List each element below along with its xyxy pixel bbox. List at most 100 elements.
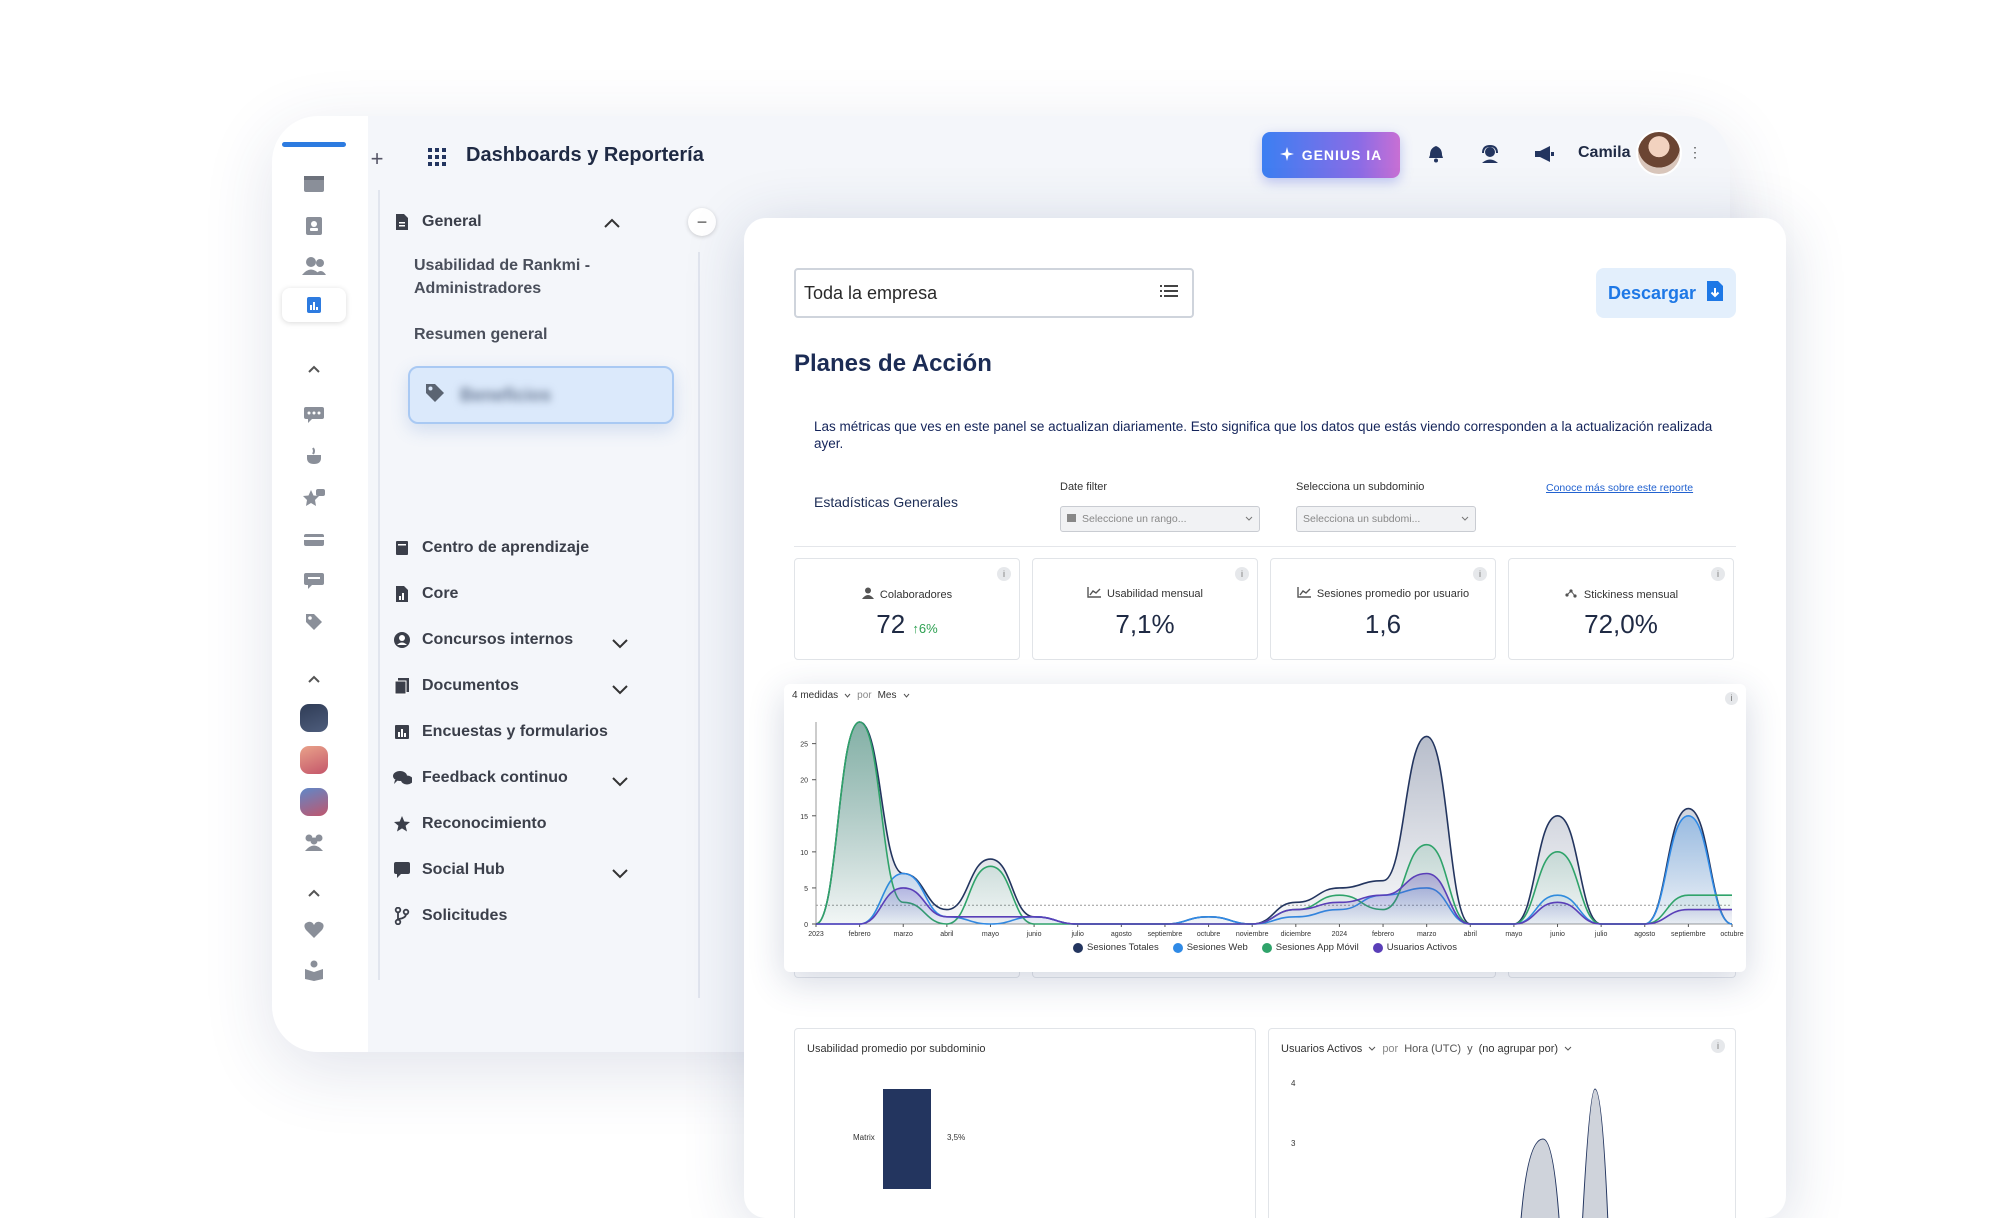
measures-dropdown[interactable]: 4 medidas (792, 690, 839, 701)
kpi-card: i Colaboradores 72 ↑6% (794, 558, 1020, 660)
period-dropdown[interactable]: Mes (877, 690, 897, 701)
heart-icon[interactable] (300, 916, 328, 944)
y-tick-label: 20 (800, 778, 808, 785)
kpi-value: 72 (876, 609, 906, 639)
legend-label: Sesiones App Móvil (1275, 942, 1359, 953)
nav-item-label: Documentos (422, 677, 519, 694)
chevron-up-icon[interactable] (304, 672, 324, 686)
nav-item-label: Concursos internos (422, 631, 574, 648)
avatar[interactable] (1636, 130, 1682, 176)
reader-icon[interactable] (300, 956, 328, 984)
user-name[interactable]: Camila (1578, 144, 1631, 161)
message-icon[interactable] (300, 566, 328, 594)
nav-item-label: Encuestas y formularios (422, 723, 608, 740)
area-mark (1582, 1088, 1609, 1218)
nav-item-label: Feedback continuo (422, 769, 568, 786)
contact-card-icon[interactable] (300, 212, 328, 240)
chevron-down-icon[interactable] (610, 866, 630, 880)
download-button[interactable]: Descargar (1596, 268, 1736, 318)
card-icon[interactable] (300, 526, 328, 554)
cup-icon[interactable] (300, 442, 328, 470)
bell-icon[interactable] (1422, 140, 1450, 168)
x-tick-label: marzo (894, 931, 914, 938)
trend-icon (1297, 587, 1311, 601)
nav-item-beneficios[interactable]: Beneficios (408, 366, 674, 424)
users-icon[interactable] (300, 252, 328, 280)
legend-item[interactable]: Sesiones App Móvil (1261, 942, 1359, 953)
x-tick-label: marzo (1417, 931, 1437, 938)
y-tick-label: 10 (800, 850, 808, 857)
legend-item[interactable]: Sesiones Web (1172, 942, 1248, 953)
nav-item-solicitudes[interactable]: Solicitudes (392, 906, 507, 926)
add-button[interactable]: + (370, 146, 384, 171)
star-chat-icon[interactable] (300, 484, 328, 512)
nav-item-core[interactable]: Core (392, 584, 458, 604)
workspace-avatar[interactable] (300, 704, 328, 732)
nav-item-concursos[interactable]: Concursos internos (392, 630, 573, 650)
person-icon (861, 587, 874, 602)
legend-swatch (1261, 942, 1272, 953)
company-select[interactable]: Toda la empresa (794, 268, 1194, 318)
support-agent-icon[interactable] (1476, 140, 1504, 168)
x-tick-label: septiembre (1148, 931, 1183, 938)
card-edge (794, 968, 1020, 978)
apps-grid-icon[interactable] (428, 148, 446, 171)
x-tick-label: octubre (1197, 931, 1220, 938)
genius-ia-button[interactable]: GENIUS IA (1262, 132, 1400, 178)
info-icon[interactable]: i (997, 567, 1011, 581)
chevron-down-icon[interactable] (610, 774, 630, 788)
nav-item-reconocimiento[interactable]: Reconocimiento (392, 814, 546, 834)
series-line (816, 872, 1732, 925)
report-info-link[interactable]: Conoce más sobre este reporte (1546, 482, 1694, 494)
star-icon (392, 814, 412, 834)
card-title: Usabilidad promedio por subdominio (807, 1043, 986, 1055)
info-icon[interactable]: i (1473, 567, 1487, 581)
chevron-up-icon[interactable] (602, 216, 622, 230)
nav-subitem[interactable]: Resumen general (414, 326, 548, 343)
area-mark (1520, 1138, 1560, 1218)
info-icon[interactable]: i (1725, 692, 1738, 705)
measure-label[interactable]: Usuarios Activos (1281, 1043, 1363, 1055)
nav-item-documentos[interactable]: Documentos (392, 676, 519, 696)
info-icon[interactable]: i (1711, 1039, 1725, 1053)
chat-icon[interactable] (300, 400, 328, 428)
legend-item[interactable]: Sesiones Totales (1073, 942, 1159, 953)
x-tick-label: junio (1026, 931, 1042, 938)
divider (698, 252, 700, 998)
dashboards-icon[interactable] (282, 288, 346, 322)
nav-item-social-hub[interactable]: Social Hub (392, 860, 505, 880)
legend-swatch (1372, 942, 1383, 953)
nav-group-general[interactable]: General (392, 212, 482, 232)
date-filter-select[interactable]: Seleccione un rango... (1060, 506, 1260, 532)
nav-subitem[interactable]: Usabilidad de Rankmi - Administradores (414, 257, 591, 297)
chevron-up-icon[interactable] (304, 886, 324, 900)
period-label[interactable]: Hora (UTC) (1404, 1043, 1462, 1055)
chevron-up-icon[interactable] (304, 362, 324, 376)
chevron-down-icon[interactable] (610, 682, 630, 696)
workspace-avatar[interactable] (300, 788, 328, 816)
nav-item-feedback[interactable]: Feedback continuo (392, 768, 568, 788)
workspace-avatar[interactable] (300, 746, 328, 774)
kpi-label: Stickiness mensual (1583, 588, 1679, 601)
stats-title: Estadísticas Generales (814, 494, 958, 510)
nav-item-encuestas[interactable]: Encuestas y formularios (392, 722, 608, 742)
group-icon[interactable] (300, 828, 328, 856)
legend-item[interactable]: Usuarios Activos (1372, 942, 1457, 953)
nav-item-centro-aprendizaje[interactable]: Centro de aprendizaje (392, 538, 589, 558)
kebab-menu-icon[interactable]: ⋮ (1688, 144, 1702, 160)
collapse-nav-button[interactable]: − (688, 208, 716, 236)
x-tick-label: abril (1464, 931, 1478, 938)
info-icon[interactable]: i (1711, 567, 1725, 581)
chevron-down-icon[interactable] (610, 636, 630, 650)
bar[interactable] (883, 1089, 931, 1189)
info-icon[interactable]: i (1235, 567, 1249, 581)
app-header: Dashboards y Reportería GENIUS IA Camila… (272, 116, 1730, 216)
rail-active-indicator (282, 142, 346, 147)
window-icon[interactable] (300, 170, 328, 198)
group-by-label[interactable]: (no agrupar por) (1478, 1043, 1559, 1055)
kpi-label: Sesiones promedio por usuario (1316, 588, 1470, 600)
subdomain-select[interactable]: Selecciona un subdomi... (1296, 506, 1476, 532)
megaphone-icon[interactable] (1530, 140, 1558, 168)
tags-icon[interactable] (300, 608, 328, 636)
series-area (816, 722, 1732, 924)
